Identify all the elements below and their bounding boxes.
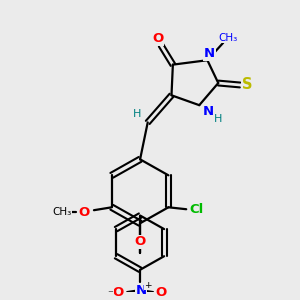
Text: O: O	[134, 235, 146, 248]
Text: N: N	[136, 284, 147, 297]
Text: ⁻: ⁻	[107, 289, 113, 299]
Text: H: H	[133, 109, 141, 119]
Text: O: O	[113, 286, 124, 298]
Text: +: +	[144, 281, 152, 290]
Text: H: H	[214, 114, 222, 124]
Text: S: S	[242, 77, 252, 92]
Text: N: N	[202, 106, 214, 118]
Text: O: O	[155, 286, 167, 298]
Text: CH₃: CH₃	[52, 207, 72, 217]
Text: O: O	[78, 206, 90, 219]
Text: O: O	[152, 32, 164, 45]
Text: CH₃: CH₃	[219, 33, 238, 43]
Text: N: N	[204, 47, 215, 60]
Text: Cl: Cl	[189, 203, 203, 216]
